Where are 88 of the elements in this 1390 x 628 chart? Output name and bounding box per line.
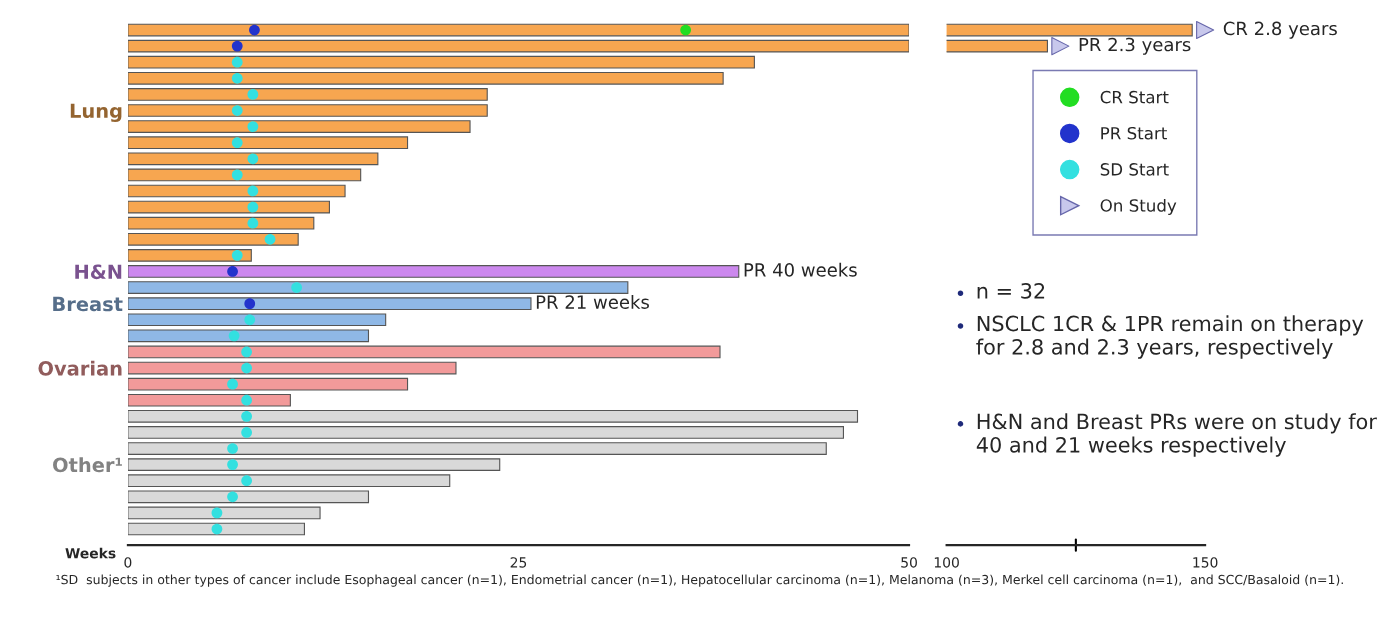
y-tick-label: Ovarian (38, 360, 122, 376)
bar (127, 458, 501, 471)
bar (127, 184, 346, 198)
bar (127, 168, 362, 182)
text: ¹SD subjects in other types of cancer include Esophageal cancer (n=1), Endometrial cancer (n=1), Hepatocellular carcinoma (n=1), Melanoma (n=3), Merkel cell carcinoma (n=1), and SCC/Basaloid (n=1). (56, 574, 1343, 587)
point (228, 330, 240, 342)
point (227, 266, 238, 277)
point (247, 217, 259, 229)
bar (127, 23, 910, 37)
legend-label: SD Start (1100, 163, 1169, 176)
x-axis-title: Weeks (65, 547, 116, 559)
bar (127, 297, 532, 311)
x-tick-label: 25 (510, 557, 527, 568)
bar (127, 313, 387, 327)
point (211, 507, 223, 519)
point (211, 523, 223, 535)
point (247, 185, 259, 197)
bar (127, 104, 488, 117)
point (241, 475, 252, 487)
x-tick-label: 0 (124, 557, 132, 568)
annotation: PR 40 weeks (744, 262, 857, 277)
point (231, 249, 243, 261)
y-tick-label: H&N (75, 264, 122, 280)
annotation: n = 32 (977, 282, 1045, 299)
bar (127, 55, 755, 69)
x-tick-label: 150 (1193, 557, 1218, 568)
point (227, 443, 238, 454)
bar (127, 120, 471, 133)
point (231, 40, 243, 52)
bar (127, 329, 370, 343)
bar (127, 136, 409, 150)
point (227, 491, 238, 503)
point (231, 105, 243, 116)
point (264, 233, 276, 245)
annotation: PR 21 weeks (536, 294, 649, 309)
annotation: H&N and Breast PRs were on study for 40 and 21 weeks respectively (976, 413, 1377, 457)
bar (127, 490, 370, 504)
bar (127, 393, 291, 407)
legend-label: CR Start (1100, 90, 1169, 104)
point (244, 314, 256, 326)
bar (127, 345, 721, 359)
bar (127, 361, 457, 375)
legend-label: PR Start (1101, 126, 1167, 140)
y-tick-label: Other¹ (53, 457, 122, 473)
legend-label: On Study (1100, 198, 1177, 216)
point (249, 24, 260, 36)
point (231, 56, 243, 68)
point (241, 346, 252, 358)
bar (127, 426, 844, 439)
point (244, 298, 256, 310)
bar (127, 249, 252, 262)
y-tick-label: Lung (70, 103, 122, 123)
bar (127, 474, 451, 488)
point (241, 394, 252, 406)
y-tick-label: Breast (53, 296, 123, 312)
annotation: CR 2.8 years (1223, 21, 1337, 39)
annotation: NSCLC 1CR & 1PR remain on therapy for 2.8 and 2.3 years, respectively (976, 315, 1364, 359)
bar (127, 377, 409, 391)
point (231, 169, 243, 181)
point (241, 410, 252, 422)
bar (127, 442, 827, 455)
bar (127, 200, 330, 214)
bar (127, 88, 488, 101)
point (227, 459, 238, 470)
bar (127, 39, 910, 53)
point (231, 137, 243, 149)
bar (127, 232, 299, 246)
bar (127, 522, 305, 536)
point (680, 24, 692, 36)
point (247, 121, 259, 132)
bar (127, 71, 724, 85)
x-tick-label: 100 (934, 557, 959, 568)
bar (127, 152, 379, 166)
point (247, 89, 259, 100)
point (231, 72, 243, 84)
annotation: PR 2.3 years (1079, 37, 1191, 55)
point (241, 362, 252, 374)
bar (127, 409, 859, 423)
bar (127, 216, 315, 230)
x-tick-label: 50 (901, 557, 917, 568)
point (247, 201, 259, 213)
bar (127, 281, 629, 294)
point (227, 378, 238, 390)
point (247, 153, 259, 165)
bar (127, 506, 321, 520)
point (241, 427, 252, 438)
point (291, 282, 302, 293)
bar (127, 265, 740, 278)
